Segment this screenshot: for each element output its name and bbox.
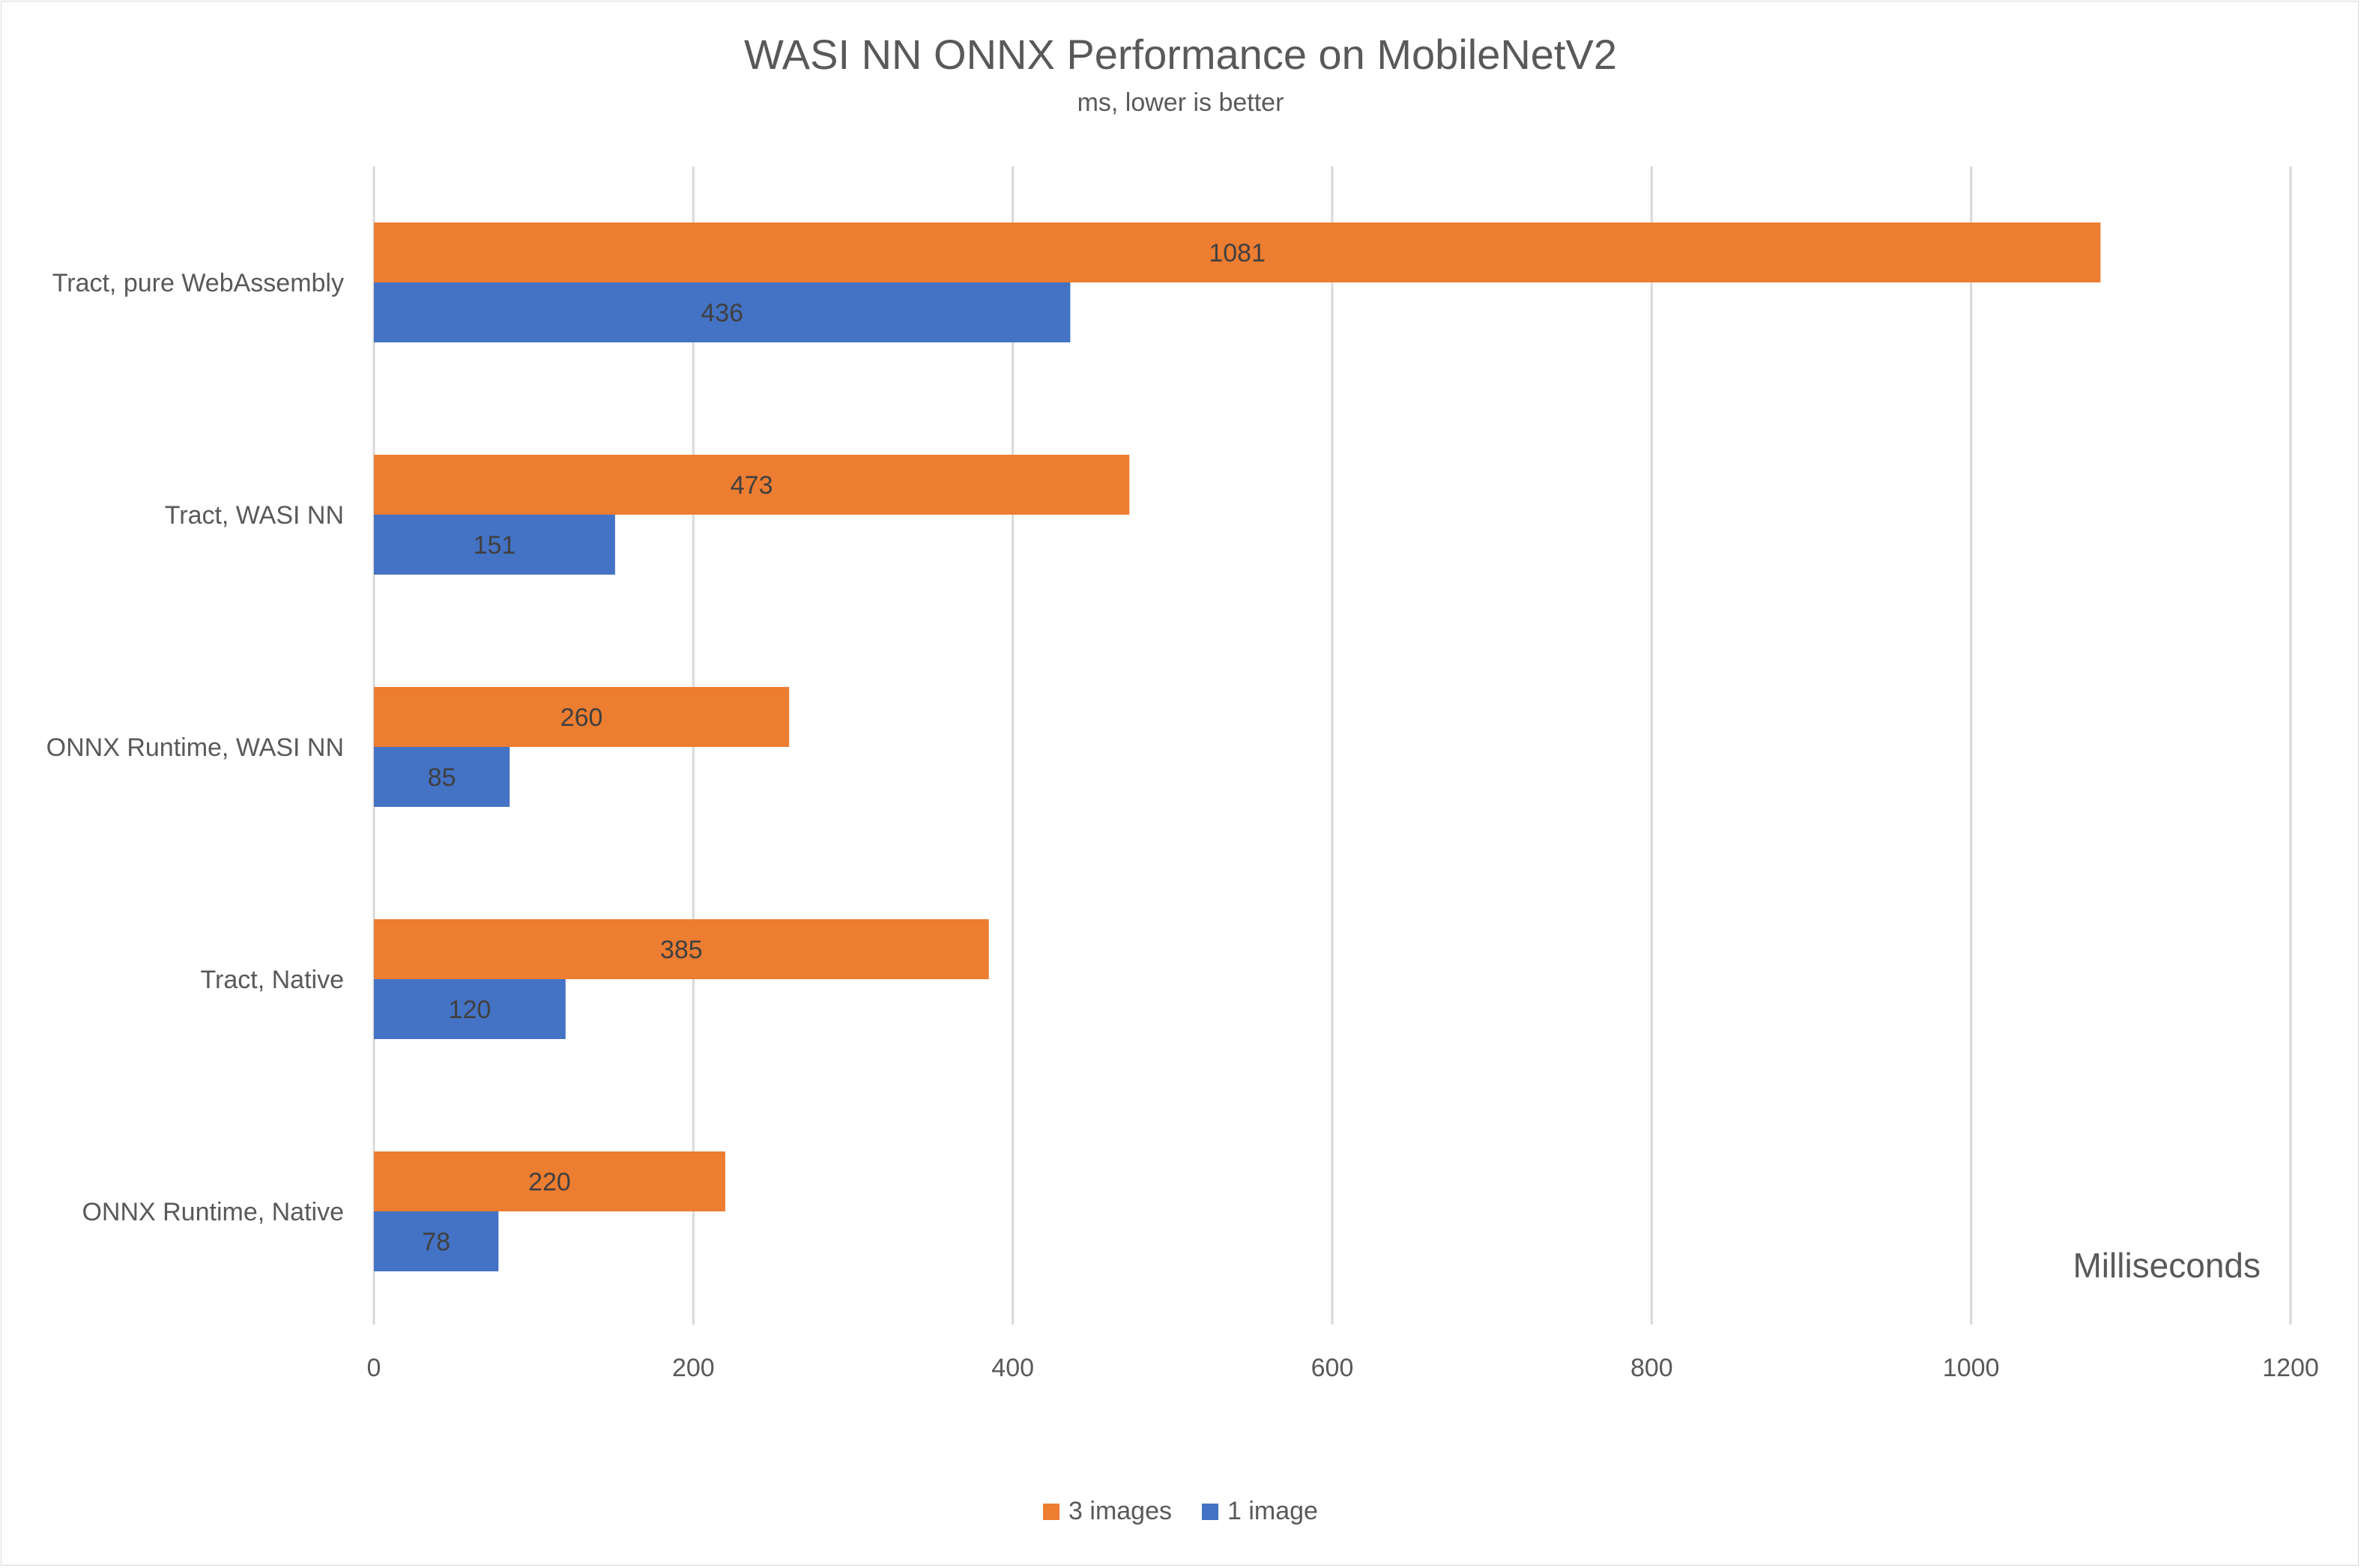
legend-item-3-images[interactable]: 3 images bbox=[1043, 1497, 1172, 1526]
data-label-tract-native-1-image: 120 bbox=[449, 996, 492, 1024]
x-tick-label-0: 0 bbox=[367, 1354, 381, 1382]
chart-subtitle: ms, lower is better bbox=[1077, 88, 1284, 117]
legend-label-3-images: 3 images bbox=[1068, 1497, 1172, 1525]
legend-label-1-image: 1 image bbox=[1227, 1497, 1318, 1525]
data-label-onnx-runtime-wasi-nn-3-images: 260 bbox=[560, 703, 603, 732]
x-axis-title: Milliseconds bbox=[2073, 1246, 2261, 1285]
legend-swatch-3-images bbox=[1043, 1503, 1060, 1520]
x-tick-label-600: 600 bbox=[1311, 1354, 1354, 1382]
legend: 3 images 1 image bbox=[0, 1497, 2361, 1526]
bar-onnx-runtime-native-1-image bbox=[374, 1211, 499, 1271]
bar-tract-native-3-images bbox=[374, 919, 989, 979]
data-label-onnx-runtime-wasi-nn-1-image: 85 bbox=[428, 763, 456, 792]
bar-tract-wasi-nn-1-image bbox=[374, 515, 615, 575]
bar-onnx-runtime-wasi-nn-1-image bbox=[374, 747, 510, 807]
bar-tract-wasi-nn-3-images bbox=[374, 455, 1130, 515]
category-label-tract-wasi-nn: Tract, WASI NN bbox=[165, 501, 344, 530]
x-tick-label-1200: 1200 bbox=[2262, 1354, 2319, 1382]
x-tick-label-1000: 1000 bbox=[1943, 1354, 2000, 1382]
x-tick-label-400: 400 bbox=[991, 1354, 1034, 1382]
x-tick-label-800: 800 bbox=[1630, 1354, 1673, 1382]
bar-onnx-runtime-wasi-nn-3-images bbox=[374, 687, 790, 747]
data-label-onnx-runtime-native-1-image: 78 bbox=[422, 1228, 450, 1256]
chart-title: WASI NN ONNX Performance on MobileNetV2 bbox=[744, 31, 1617, 78]
bar-tract-pure-webassembly-3-images bbox=[374, 223, 2101, 282]
x-tick-label-200: 200 bbox=[672, 1354, 715, 1382]
legend-item-1-image[interactable]: 1 image bbox=[1202, 1497, 1318, 1526]
data-label-tract-pure-webassembly-1-image: 436 bbox=[701, 299, 743, 327]
bar-tract-native-1-image bbox=[374, 979, 566, 1039]
data-label-onnx-runtime-native-3-images: 220 bbox=[528, 1168, 571, 1196]
category-label-onnx-runtime-wasi-nn: ONNX Runtime, WASI NN bbox=[46, 733, 344, 762]
category-label-tract-native: Tract, Native bbox=[201, 966, 344, 994]
bar-onnx-runtime-native-3-images bbox=[374, 1151, 725, 1211]
data-label-tract-wasi-nn-3-images: 473 bbox=[731, 471, 773, 500]
data-label-tract-wasi-nn-1-image: 151 bbox=[474, 531, 516, 560]
category-label-onnx-runtime-native: ONNX Runtime, Native bbox=[82, 1198, 344, 1226]
category-label-tract-pure-webassembly: Tract, pure WebAssembly bbox=[52, 269, 344, 297]
legend-swatch-1-image bbox=[1202, 1503, 1218, 1520]
data-label-tract-pure-webassembly-3-images: 1081 bbox=[1209, 239, 1266, 267]
data-label-tract-native-3-images: 385 bbox=[660, 936, 703, 964]
bar-tract-pure-webassembly-1-image bbox=[374, 282, 1071, 342]
